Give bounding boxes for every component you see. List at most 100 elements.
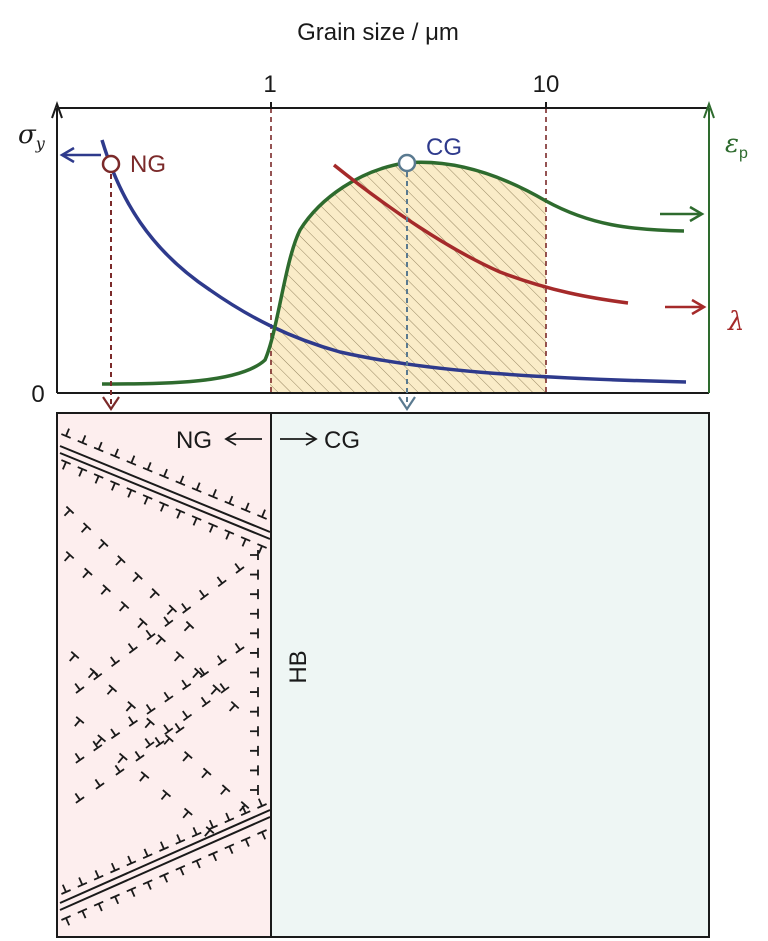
dislocation-symbol [93, 900, 104, 912]
epsilon-right-arrow [660, 205, 705, 223]
dislocation-symbol [163, 616, 174, 628]
cg-right-arrow [280, 432, 318, 446]
sigma-subscript: y [35, 134, 46, 153]
dislocation-symbol [63, 505, 75, 517]
lower-cg-label: CG [324, 427, 360, 454]
dislocation-symbol [240, 836, 251, 847]
dislocation-symbol [144, 738, 155, 749]
dislocation-symbol [173, 650, 185, 662]
dislocation-symbol [216, 576, 227, 588]
lower-panel-frame [56, 412, 710, 938]
epsilon-p-curve [101, 160, 685, 386]
cg-region [271, 413, 709, 937]
dislocation-symbol [154, 736, 165, 748]
dislocation-symbol [145, 629, 156, 641]
lambda-label: λ [727, 307, 744, 337]
dislocation-symbol [257, 509, 267, 520]
dislocation-symbol [250, 745, 259, 756]
dislocation-symbol [93, 473, 104, 484]
dislocation-symbol [174, 722, 185, 734]
dislocation-symbol [74, 752, 85, 764]
dislocation-symbol [142, 879, 153, 890]
ng-left-arrow [224, 432, 262, 446]
dislocation-symbol [220, 784, 231, 795]
dislocation-symbol [77, 907, 88, 919]
dislocation-symbol [142, 462, 153, 473]
dislocation-symbol [191, 857, 202, 869]
dislocation-symbol [92, 669, 103, 681]
ng-drop-arrowhead [102, 396, 120, 411]
dislocation-symbol [239, 801, 250, 812]
dislocation-symbol [182, 807, 193, 819]
dislocation-symbol [199, 667, 210, 679]
sigma-y-label: σy [18, 120, 46, 153]
dislocation-symbol [250, 687, 259, 698]
dislocation-symbol [98, 538, 109, 550]
dislocation-symbol [250, 569, 259, 580]
dislocation-symbol [250, 589, 259, 600]
dislocation-symbol [181, 679, 192, 691]
dislocation-symbol [132, 571, 143, 583]
dislocation-symbol [250, 608, 259, 619]
dislocation-symbol [125, 701, 137, 712]
epsilon-symbol: ε [725, 129, 739, 159]
dislocation-symbol [142, 848, 153, 860]
dislocation-symbol [250, 785, 259, 795]
dislocation-symbol [234, 642, 245, 654]
dislocation-symbol [155, 634, 166, 645]
dislocation-symbol [204, 826, 215, 837]
dislocation-symbol [234, 563, 245, 574]
dislocation-symbol [208, 489, 218, 500]
ng-marker [101, 154, 121, 174]
dislocation-symbol [224, 843, 235, 855]
dislocation-symbol [224, 495, 235, 507]
dislocation-symbols [61, 428, 267, 926]
dislocation-symbol [126, 455, 137, 466]
dislocation-symbol [228, 700, 240, 712]
dislocation-symbol [126, 886, 137, 898]
dislocation-symbol [137, 617, 148, 629]
dislocation-symbol [159, 468, 169, 480]
dislocation-symbol [250, 726, 259, 737]
hb-label: HB [285, 650, 312, 683]
dislocation-symbol [74, 716, 85, 727]
dislocation-symbol [191, 482, 202, 493]
right-axis-arrowhead [703, 101, 715, 119]
dislocation-symbol [110, 862, 120, 874]
dislocation-symbol [208, 522, 218, 533]
sigma-y-curve [100, 139, 687, 384]
dislocation-symbol [159, 841, 169, 852]
dislocation-symbol [163, 691, 174, 703]
dislocation-symbol [208, 850, 218, 862]
lower-slip-line-b [59, 816, 271, 911]
dislocation-symbol [200, 696, 211, 708]
dislocation-symbol [61, 915, 71, 926]
dislocation-symbol [110, 893, 120, 905]
dislocation-symbol [110, 656, 121, 668]
upper-slip-line-b [59, 452, 271, 540]
dislocation-symbol [77, 466, 88, 477]
ng-region [57, 413, 271, 937]
dislocation-symbol [100, 584, 111, 595]
upper-slip-line-a [59, 445, 271, 533]
dislocation-symbol [163, 724, 174, 735]
dislocation-symbol [106, 684, 118, 695]
left-axis-arrowhead [51, 101, 63, 119]
dislocation-symbol [82, 567, 93, 579]
dislocation-symbol [257, 543, 267, 554]
dislocation-symbol [210, 684, 221, 695]
dislocation-symbol [61, 884, 71, 895]
dislocation-symbol [175, 864, 186, 876]
dislocation-symbol [219, 683, 230, 694]
dislocation-symbol [250, 628, 259, 639]
dislocation-symbol [175, 508, 186, 519]
dislocation-symbol [74, 792, 85, 804]
dislocation-symbol [257, 829, 267, 840]
dislocation-symbol [201, 767, 212, 779]
cg-marker [397, 153, 417, 173]
dislocation-symbol [257, 798, 267, 809]
dislocation-symbol [61, 459, 71, 470]
dislocation-symbol [159, 501, 169, 512]
dislocation-symbol [224, 529, 235, 540]
dislocation-symbol [144, 717, 155, 729]
